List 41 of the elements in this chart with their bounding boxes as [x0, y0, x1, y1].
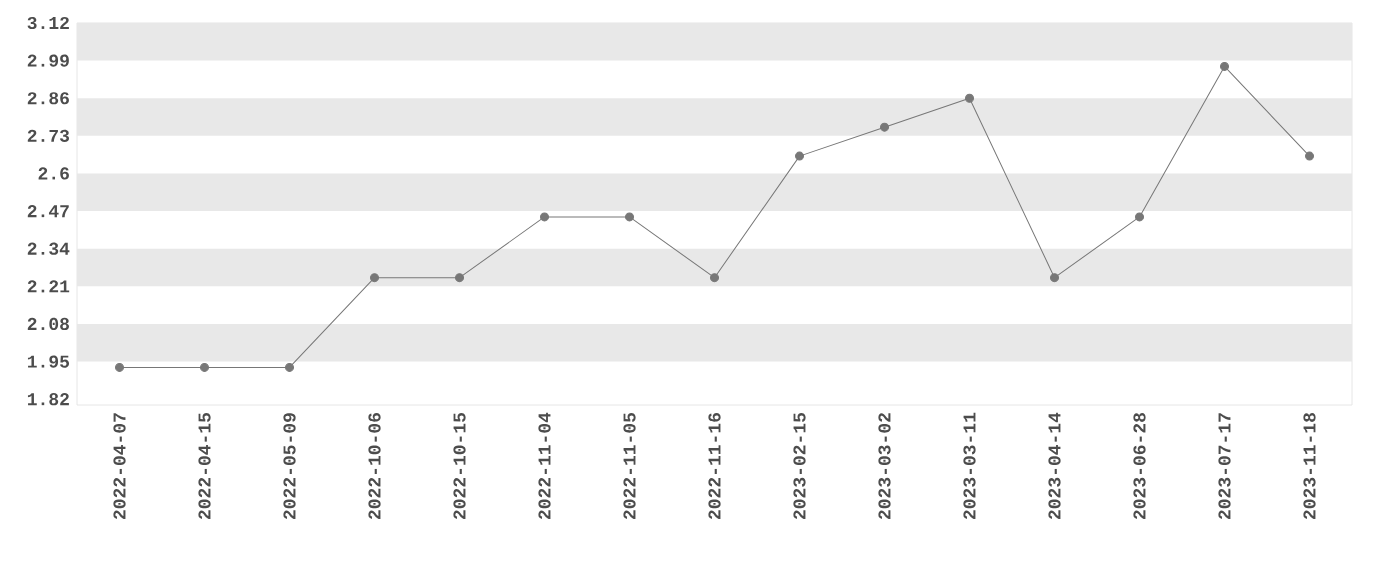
point — [795, 151, 805, 161]
point — [1135, 212, 1145, 222]
x-tick-label: 2023-11-18 — [1303, 413, 1316, 520]
y-tick-label: 2.99 — [27, 54, 69, 67]
point — [285, 362, 295, 372]
x-tick-label: 2022-05-09 — [283, 413, 296, 520]
x-tick-label: 2022-10-06 — [368, 413, 381, 520]
point — [710, 273, 720, 283]
point — [1220, 61, 1230, 71]
x-tick-label: 2023-07-17 — [1218, 413, 1231, 520]
point — [1050, 273, 1060, 283]
y-tick-label: 2.47 — [27, 205, 69, 218]
y-tick-label: 2.08 — [27, 317, 69, 331]
x-tick-label: 2023-06-28 — [1133, 413, 1146, 520]
x-tick-label: 2022-10-15 — [453, 413, 466, 520]
point — [370, 273, 380, 283]
y-tick-label: 1.82 — [27, 393, 69, 406]
point — [115, 362, 125, 372]
x-tick-label: 2023-04-14 — [1048, 412, 1061, 520]
x-tick-label: 2023-03-11 — [963, 412, 976, 520]
point — [1305, 151, 1315, 161]
point — [625, 212, 635, 222]
y-tick-label: 2.86 — [27, 92, 69, 105]
x-tick-label: 2022-11-16 — [708, 413, 721, 520]
x-tick-label: 2023-02-15 — [793, 413, 806, 520]
y-tick-label: 2.21 — [27, 280, 70, 293]
point — [455, 273, 465, 283]
x-tick-label: 2022-11-05 — [623, 413, 636, 520]
point — [540, 212, 550, 222]
y-tick-label: 2.34 — [27, 242, 70, 255]
y-tick-label: 2.73 — [27, 129, 70, 142]
y-tick-label: 1.95 — [27, 355, 70, 368]
y-tick-label: 2.6 — [38, 167, 69, 180]
point — [880, 122, 890, 132]
x-tick-label: 2022-04-15 — [198, 413, 211, 520]
x-tick-label: 2022-11-04 — [538, 412, 551, 520]
x-tick-label: 2022-04-07 — [113, 413, 126, 520]
point — [200, 362, 210, 372]
x-tick-label: 2023-03-02 — [878, 413, 891, 520]
y-tick-label: 3.12 — [27, 16, 69, 30]
point — [965, 93, 975, 103]
